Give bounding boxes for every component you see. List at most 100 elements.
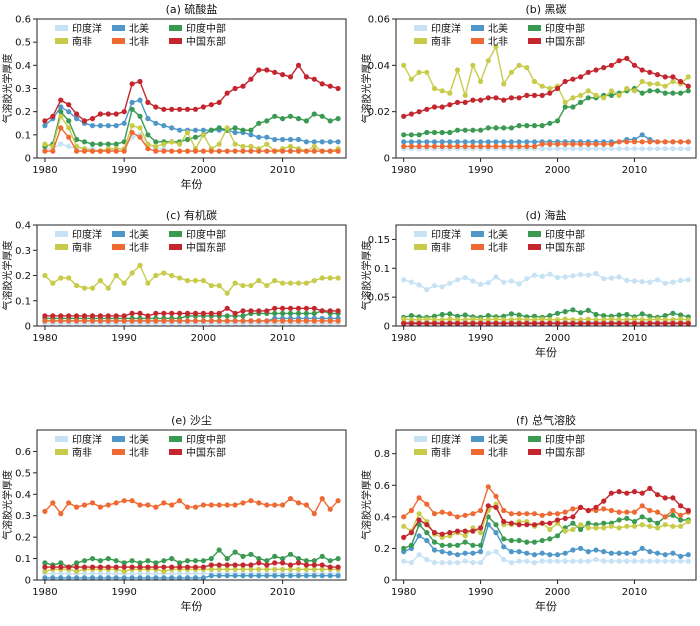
data-point <box>462 99 468 105</box>
data-point <box>232 318 238 324</box>
data-point <box>539 146 545 152</box>
data-point <box>524 522 530 528</box>
legend-label: 北美 <box>488 228 508 241</box>
data-point <box>624 55 630 62</box>
data-point <box>470 511 476 517</box>
data-point <box>662 90 668 96</box>
data-point <box>516 123 522 129</box>
data-point <box>240 308 246 314</box>
y-tick-label: 0.2 <box>374 544 390 555</box>
data-point <box>416 69 422 75</box>
data-point <box>601 558 607 564</box>
data-point <box>153 560 159 566</box>
data-point <box>678 316 684 322</box>
legend-label: 北非 <box>129 242 149 254</box>
data-point <box>516 62 522 68</box>
data-point <box>601 321 607 327</box>
data-point <box>547 526 553 533</box>
data-point <box>454 560 461 566</box>
legend-swatch <box>112 38 125 44</box>
data-point <box>192 558 199 564</box>
y-tick-label: 0 <box>384 154 390 165</box>
data-point <box>531 92 538 98</box>
data-point <box>58 560 64 566</box>
legend-label: 印度中部 <box>545 433 585 446</box>
data-point <box>562 104 568 110</box>
data-point <box>554 321 561 327</box>
data-point <box>89 285 96 291</box>
y-tick-label: 0.1 <box>15 296 31 307</box>
data-point <box>447 280 453 286</box>
data-point <box>585 507 591 514</box>
data-point <box>624 85 630 92</box>
data-point <box>624 515 630 522</box>
legend-label: 南非 <box>431 241 451 254</box>
data-point <box>240 127 246 133</box>
data-point <box>593 146 599 152</box>
x-tick-label: 2010 <box>270 165 295 176</box>
data-point <box>121 564 127 570</box>
x-tick-label: 1990 <box>111 165 136 176</box>
data-point <box>208 556 214 562</box>
data-point <box>192 278 199 284</box>
data-point <box>654 509 661 515</box>
data-point <box>647 69 653 75</box>
data-point <box>184 564 191 570</box>
data-point <box>145 116 151 122</box>
data-point <box>593 92 599 98</box>
data-point <box>493 549 499 555</box>
data-point <box>58 113 64 119</box>
legend-swatch <box>414 25 427 31</box>
data-point <box>524 123 530 129</box>
data-point <box>485 321 491 327</box>
data-point <box>562 78 568 85</box>
data-point <box>678 553 684 559</box>
data-point <box>662 139 668 145</box>
data-point <box>439 542 445 548</box>
data-point <box>121 120 127 126</box>
data-point <box>454 67 461 73</box>
data-point <box>662 280 668 286</box>
panel-title: (f) 总气溶胶 <box>516 413 576 427</box>
legend-label: 北非 <box>488 36 508 48</box>
data-point <box>280 560 286 566</box>
data-point <box>272 278 278 284</box>
legend-label: 北美 <box>129 228 149 241</box>
data-point <box>295 136 302 143</box>
data-point <box>256 573 262 579</box>
data-point <box>508 95 514 101</box>
data-point <box>58 318 64 324</box>
data-point <box>431 530 438 536</box>
y-tick-label: 0 <box>384 322 390 333</box>
legend-swatch <box>169 449 182 455</box>
data-point <box>401 316 407 322</box>
data-point <box>454 143 461 149</box>
data-point <box>240 573 246 579</box>
data-point <box>416 533 422 539</box>
x-tick-label: 2000 <box>545 165 570 176</box>
data-point <box>169 571 175 577</box>
data-point <box>97 278 103 284</box>
data-point <box>327 506 333 512</box>
y-tick-label: 0.3 <box>15 511 31 522</box>
data-point <box>608 523 615 529</box>
data-point <box>295 566 302 572</box>
data-point <box>570 547 576 553</box>
data-point <box>401 523 407 529</box>
data-point <box>264 148 270 154</box>
data-point <box>547 536 553 542</box>
data-point <box>74 116 80 122</box>
data-point <box>454 528 461 534</box>
data-point <box>608 141 615 147</box>
data-point <box>200 564 206 570</box>
data-point <box>58 313 64 319</box>
y-tick-label: 0.04 <box>368 61 390 72</box>
data-point <box>470 143 476 149</box>
data-point <box>678 558 684 564</box>
data-point <box>42 148 48 154</box>
data-point <box>153 120 159 126</box>
data-point <box>562 316 568 322</box>
data-point <box>145 132 151 138</box>
data-point <box>554 274 561 281</box>
